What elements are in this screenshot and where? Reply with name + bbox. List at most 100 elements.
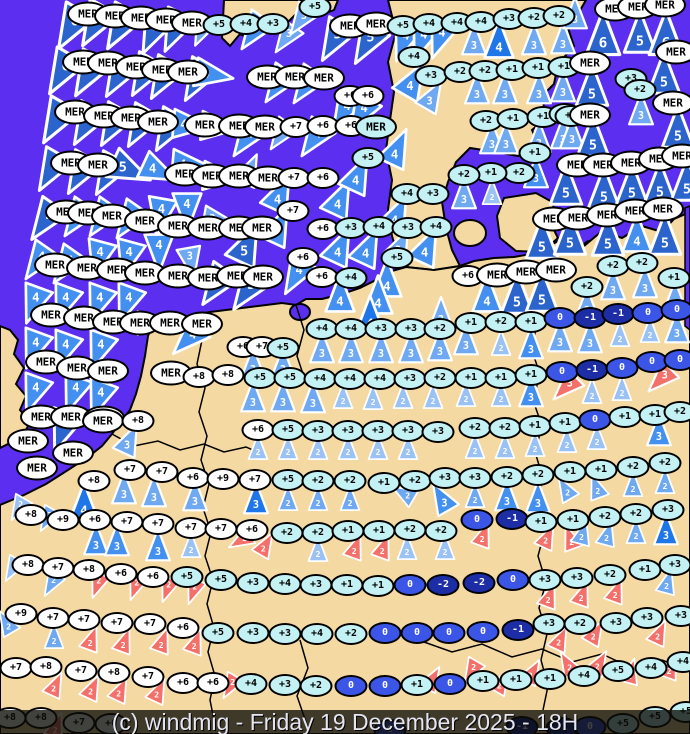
temperature-marker: +4	[419, 216, 453, 238]
temperature-marker: +5	[201, 622, 235, 644]
svg-text:3: 3	[503, 140, 509, 151]
temperature-marker: +3	[630, 607, 664, 629]
temperature-marker: +4	[268, 573, 302, 595]
wind-marker: 2	[41, 671, 63, 700]
svg-text:5: 5	[240, 244, 248, 260]
temperature-marker: +3	[268, 674, 302, 696]
temperature-marker: +4	[333, 368, 367, 390]
svg-text:4: 4	[149, 162, 156, 176]
svg-text:3: 3	[663, 531, 669, 542]
wind-marker: 3	[663, 309, 690, 344]
temperature-marker: +1	[553, 461, 587, 483]
temperature-marker: +3	[299, 574, 333, 596]
temperature-marker: +2	[596, 255, 630, 277]
svg-text:2: 2	[405, 490, 410, 500]
temperature-marker: +8	[72, 559, 106, 581]
temperature-marker: +2	[616, 456, 650, 478]
svg-text:4: 4	[72, 380, 79, 394]
wind-marker: 2	[337, 433, 359, 461]
wind-marker: 2	[307, 433, 329, 461]
wind-marker: 3	[599, 266, 627, 301]
temperature-marker: +8	[29, 656, 63, 678]
wind-marker: 3	[82, 521, 110, 556]
temperature-marker: +3	[301, 420, 335, 442]
svg-text:2: 2	[192, 641, 197, 651]
temperature-marker: +4	[567, 665, 601, 687]
svg-text:2: 2	[6, 621, 11, 631]
svg-text:5: 5	[660, 75, 668, 91]
svg-text:2: 2	[88, 638, 93, 648]
wind-marker: 2	[490, 380, 512, 408]
svg-text:2: 2	[52, 636, 57, 646]
temperature-marker: +6	[306, 167, 340, 189]
wind-marker: 3	[452, 321, 480, 356]
svg-text:2: 2	[51, 684, 56, 694]
wind-marker: 3	[110, 470, 138, 505]
temperature-marker: +2	[334, 623, 368, 645]
temperature-marker: +8	[77, 470, 111, 492]
temperature-marker: +1	[330, 574, 364, 596]
svg-text:2: 2	[346, 447, 351, 457]
temperature-marker: +3	[599, 612, 633, 634]
svg-text:3: 3	[638, 111, 644, 122]
temperature-marker: +7	[36, 607, 70, 629]
temperature-marker: +8	[182, 366, 216, 388]
svg-text:2: 2	[590, 391, 595, 401]
temperature-marker: +5	[601, 660, 635, 682]
wind-marker: 2	[78, 625, 98, 654]
svg-text:3: 3	[560, 40, 566, 51]
temperature-marker: +1	[496, 108, 530, 130]
temperature-marker: +2	[623, 79, 657, 101]
svg-text:2: 2	[443, 547, 448, 557]
wind-marker: 4	[346, 227, 379, 271]
temperature-marker: +1	[524, 511, 558, 533]
temperature-marker: +3	[421, 421, 455, 443]
temperature-marker: +3	[416, 183, 450, 205]
svg-text:2: 2	[613, 590, 618, 600]
svg-text:3: 3	[533, 174, 539, 185]
wind-marker: 2	[307, 535, 329, 563]
svg-text:3: 3	[461, 195, 467, 206]
sea-label-marker: MER	[535, 257, 577, 283]
wind-marker: 3	[517, 325, 545, 360]
svg-text:2: 2	[565, 440, 570, 450]
wind-marker: 3	[627, 91, 655, 126]
temperature-marker: +1	[518, 142, 552, 164]
temperature-marker: +1	[367, 472, 401, 494]
svg-text:2: 2	[663, 481, 668, 491]
temperature-marker: +7	[279, 116, 313, 138]
sea-label-marker: MER	[661, 143, 690, 169]
temperature-marker: +3	[458, 467, 492, 489]
wind-marker: 2	[106, 676, 128, 705]
wind-marker: 3	[549, 68, 577, 103]
temperature-marker: -1	[501, 619, 535, 641]
svg-text:2: 2	[380, 546, 385, 556]
svg-text:3: 3	[567, 379, 573, 390]
temperature-marker: +2	[625, 252, 659, 274]
svg-text:2: 2	[51, 575, 56, 585]
svg-text:3: 3	[151, 493, 157, 504]
wind-marker: 5	[548, 161, 584, 206]
svg-text:5: 5	[538, 293, 546, 309]
wind-marker: 2	[339, 484, 361, 512]
temperature-marker: +6	[305, 266, 339, 288]
svg-text:3: 3	[504, 497, 510, 508]
temperature-marker: +5	[271, 419, 305, 441]
svg-text:2: 2	[556, 638, 561, 648]
temperature-marker: +5	[170, 566, 204, 588]
temperature-marker: +7	[131, 666, 165, 688]
temperature-marker: +1	[484, 367, 518, 389]
temperature-marker: +5	[204, 569, 238, 591]
temperature-marker: +3	[658, 554, 690, 576]
svg-text:2: 2	[595, 486, 600, 496]
svg-text:4: 4	[374, 296, 381, 310]
svg-text:3: 3	[427, 96, 433, 107]
svg-text:4: 4	[495, 40, 502, 54]
temperature-marker: +7	[100, 612, 134, 634]
temperature-marker: +1	[466, 670, 500, 692]
temperature-marker: +3	[532, 613, 566, 635]
svg-text:5: 5	[604, 237, 612, 253]
wind-marker: 4	[405, 226, 438, 270]
svg-text:5: 5	[656, 185, 664, 201]
